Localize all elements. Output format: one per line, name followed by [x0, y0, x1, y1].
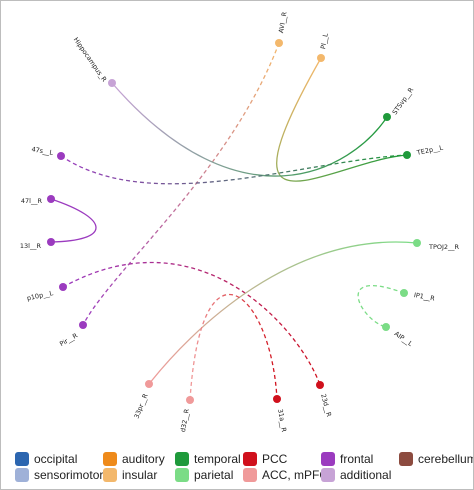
node-d32_r: [186, 396, 194, 404]
legend-item-cerebellum: cerebellum: [399, 451, 474, 467]
node-ip1_r: [400, 289, 408, 297]
node-p10p_l: [59, 283, 67, 291]
legend-swatch: [321, 452, 335, 466]
node-47l_r: [47, 195, 55, 203]
legend-item-pcc: PCC: [243, 451, 287, 467]
legend-label: parietal: [194, 468, 234, 482]
legend-label: temporal: [194, 452, 241, 466]
edge-pi_l-te2p_l: [276, 57, 408, 182]
node-13l_r: [47, 238, 55, 246]
node-label-hippocampus_r: Hippocampus_R: [72, 36, 109, 84]
edge-47l_r-13l_r: [50, 198, 97, 243]
edge-hippocampus_r-stsvp_r: [111, 82, 388, 177]
connectivity-diagram: AVI__R PI__L STSvp__R TE2p__L TPOJ2__R IP1__R…: [20, 11, 460, 433]
legend-label: sensorimotor: [34, 468, 104, 482]
node-33pr_r: [145, 380, 153, 388]
edges-layer: [50, 42, 418, 401]
legend-item-auditory: auditory: [103, 451, 165, 467]
node-label-23d_r: 23d__R: [319, 393, 333, 418]
legend-item-sensorimotor: sensorimotor: [15, 467, 103, 483]
legend-swatch: [15, 452, 29, 466]
edge-d32_r-31a_r: [189, 293, 278, 401]
node-tpoj2_r: [413, 239, 421, 247]
labels-layer: AVI__R PI__L STSvp__R TE2p__L TPOJ2__R IP1__R…: [20, 11, 460, 433]
legend-swatch: [243, 468, 257, 482]
node-label-pir_r: Pir__R: [58, 331, 79, 348]
node-47s_l: [57, 152, 65, 160]
legend-item-frontal: frontal: [321, 451, 373, 467]
nodes-layer: [47, 39, 421, 404]
legend-swatch: [15, 468, 29, 482]
legend-label: ACC, mPFC: [262, 468, 328, 482]
node-label-aip_l: AIP__L: [393, 330, 415, 348]
node-label-pi_l: PI__L: [319, 32, 330, 49]
node-avi_r: [275, 39, 283, 47]
edge-tpoj2_r-33pr_r: [148, 241, 418, 385]
legend-item-additional: additional: [321, 467, 391, 483]
node-label-tpoj2_r: TPOJ2__R: [428, 243, 460, 251]
node-label-47s_l: 47s__L: [31, 145, 54, 157]
node-label-31a_r: 31a__R: [276, 408, 288, 433]
node-hippocampus_r: [108, 79, 116, 87]
legend-swatch: [175, 452, 189, 466]
legend-label: frontal: [340, 452, 374, 466]
legend-swatch: [175, 468, 189, 482]
edge-ip1_r-aip_l: [357, 285, 405, 328]
legend-label: occipital: [34, 452, 78, 466]
node-stsvp_r: [383, 113, 391, 121]
legend-swatch: [399, 452, 413, 466]
legend-swatch: [321, 468, 335, 482]
node-label-p10p_l: p10p__L: [26, 289, 54, 302]
node-pi_l: [317, 54, 325, 62]
node-pir_r: [79, 321, 87, 329]
legend-item-occipital: occipital: [15, 451, 77, 467]
edge-p10p_l-23d_r: [62, 262, 321, 386]
node-label-47l_r: 47l__R: [21, 197, 43, 205]
legend-item-acc-mpfc: ACC, mPFC: [243, 467, 328, 483]
node-label-d32_r: d32__R: [179, 408, 191, 433]
node-label-stsvp_r: STSvp__R: [391, 86, 416, 117]
legend-label: auditory: [122, 452, 165, 466]
legend-label: cerebellum: [418, 452, 474, 466]
node-aip_l: [382, 323, 390, 331]
legend-item-parietal: parietal: [175, 467, 233, 483]
legend: occipital sensorimotor auditory insular temp…: [15, 451, 474, 487]
legend-swatch: [103, 452, 117, 466]
node-23d_r: [316, 381, 324, 389]
edge-avi_r-pir_r: [82, 42, 280, 326]
edge-47s_l-te2p_l: [60, 154, 408, 185]
node-31a_r: [273, 395, 281, 403]
legend-label: additional: [340, 468, 392, 482]
node-label-33pr_r: 33pr__R: [133, 392, 150, 420]
node-label-te2p_l: TE2p__L: [415, 144, 444, 158]
legend-label: insular: [122, 468, 158, 482]
node-label-13l_r: 13l__R: [20, 242, 42, 250]
legend-label: PCC: [262, 452, 288, 466]
node-label-ip1_r: IP1__R: [413, 291, 436, 303]
legend-item-insular: insular: [103, 467, 157, 483]
legend-item-temporal: temporal: [175, 451, 241, 467]
legend-swatch: [243, 452, 257, 466]
node-te2p_l: [403, 151, 411, 159]
node-label-avi_r: AVI__R: [277, 11, 289, 34]
legend-swatch: [103, 468, 117, 482]
